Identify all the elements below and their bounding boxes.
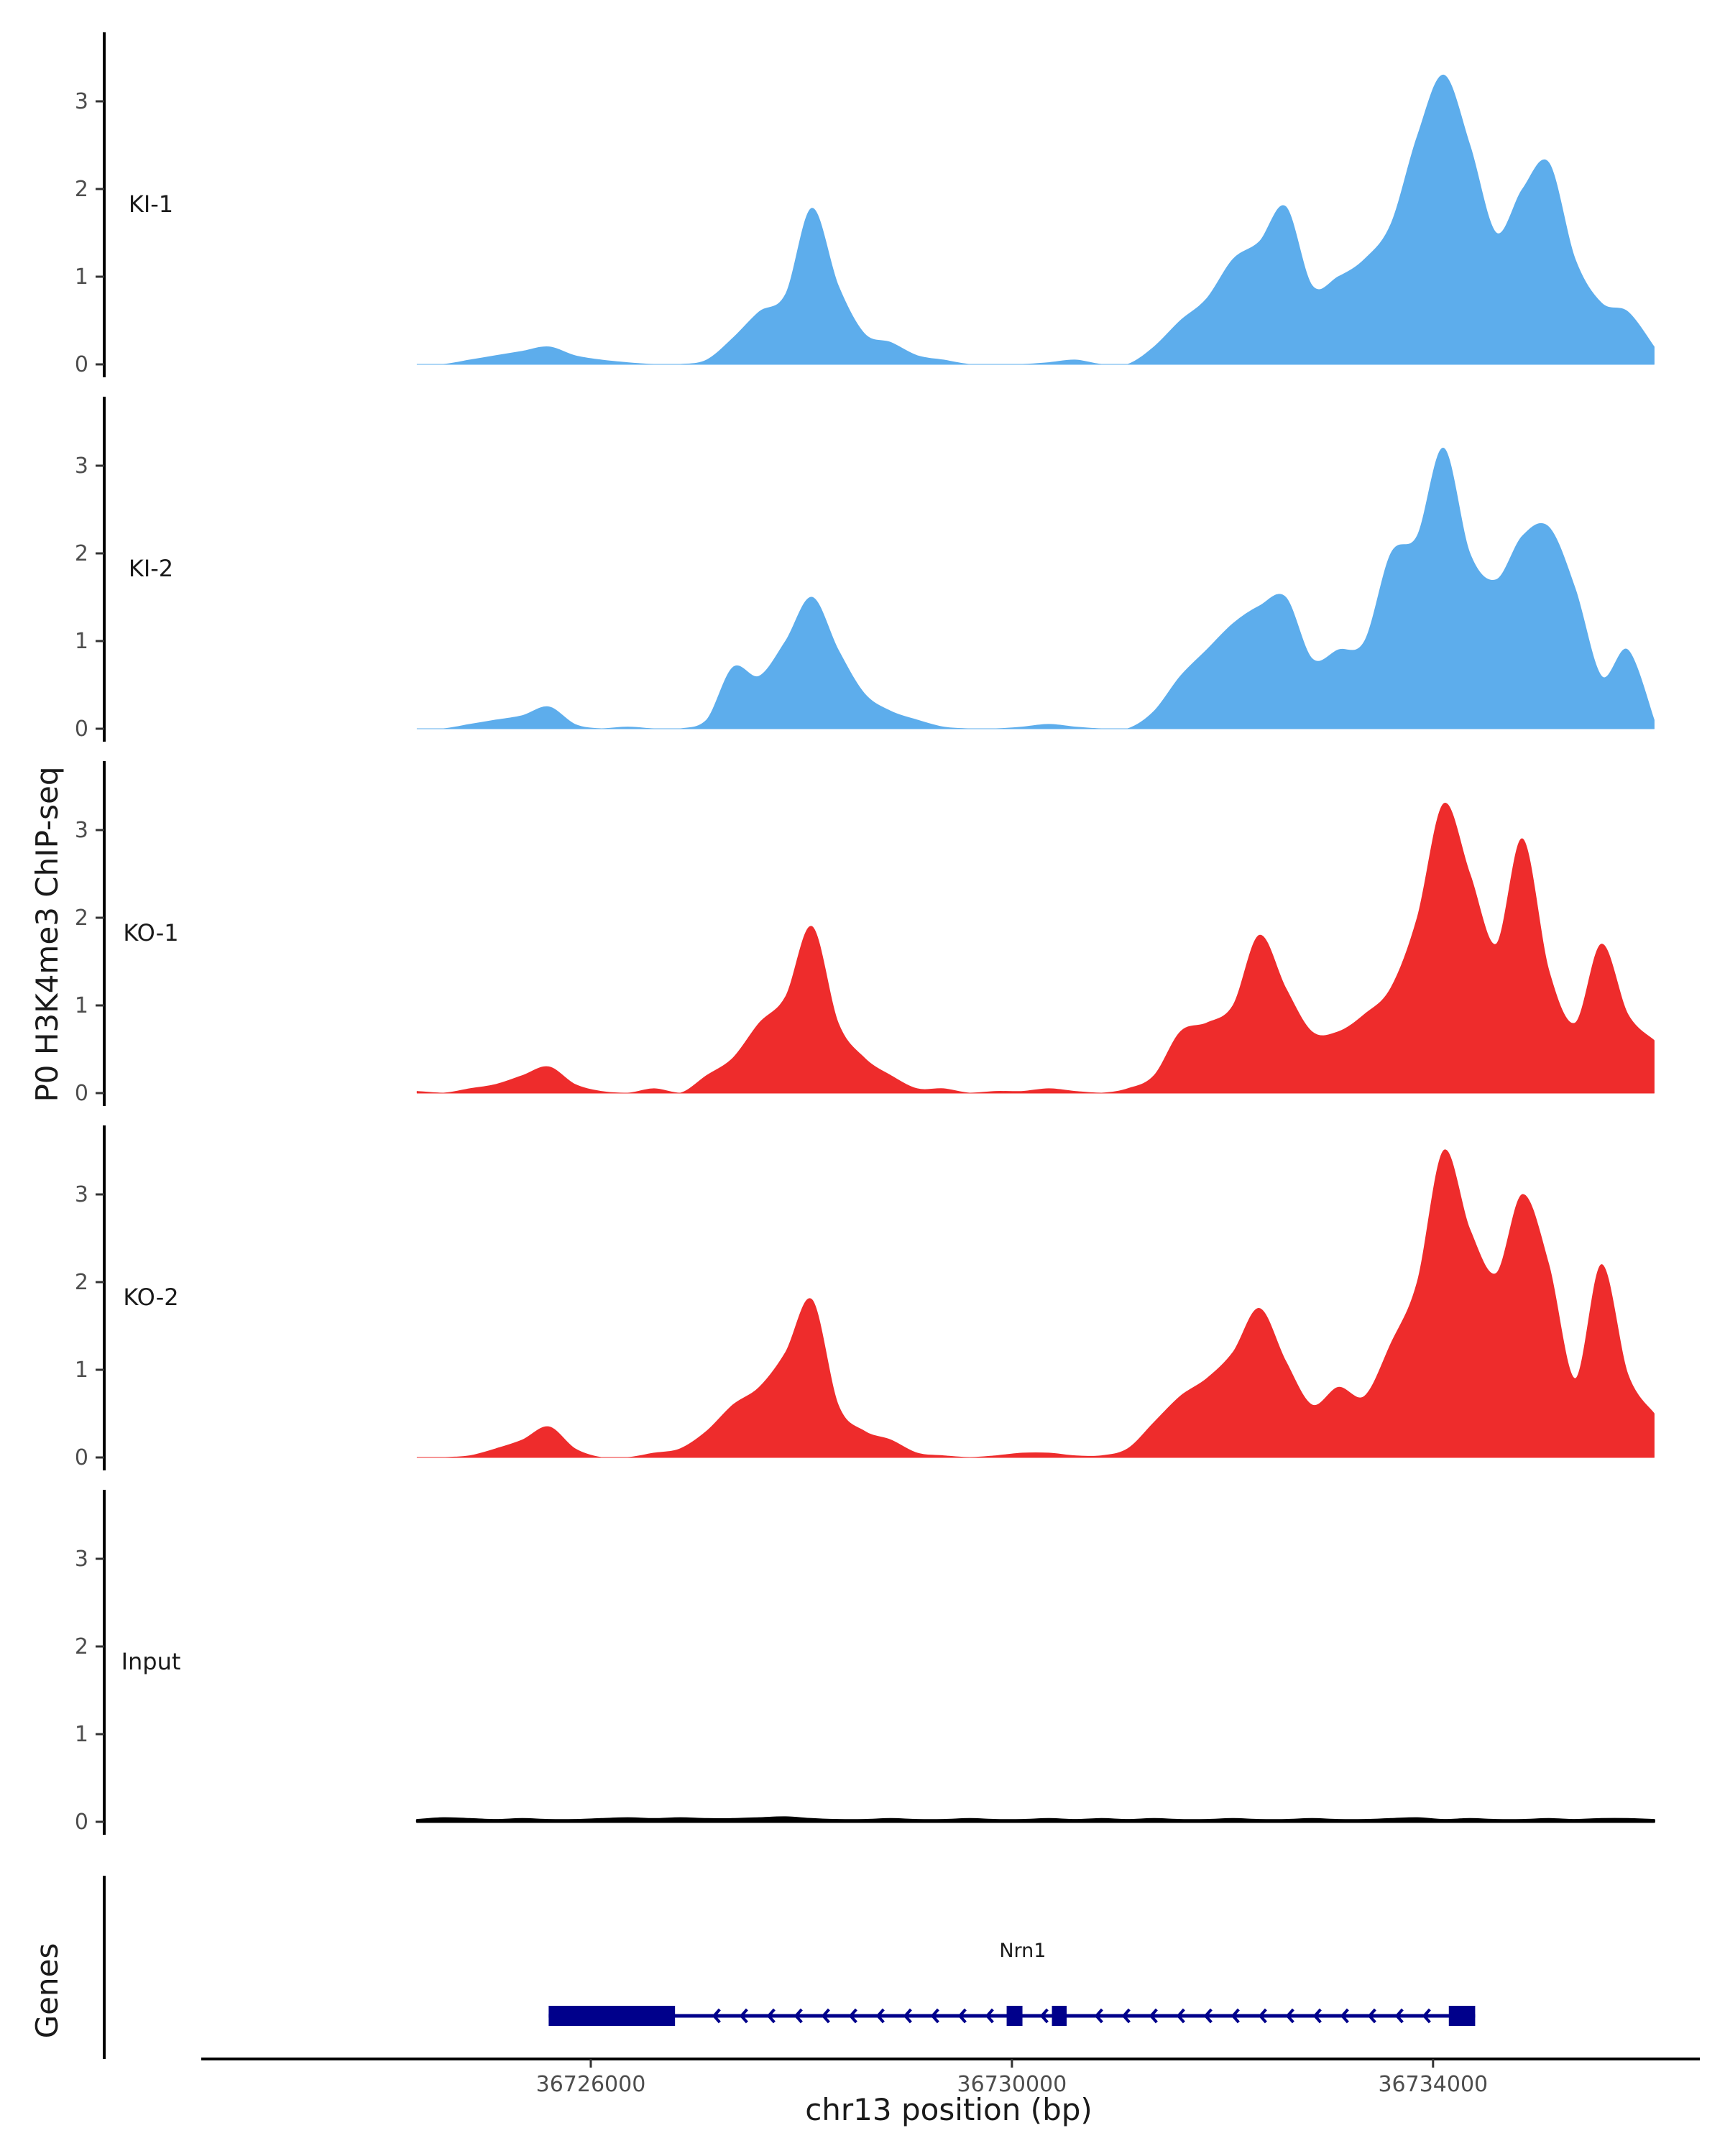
gene-exon [1006, 2006, 1023, 2026]
y-tick-label: 1 [75, 993, 88, 1018]
y-tick-label: 2 [75, 177, 88, 202]
signal-area-ki-1 [416, 74, 1655, 365]
strand-arrow-icon [1285, 2008, 1294, 2024]
y-tick-label: 2 [75, 541, 88, 566]
gene-exon [1052, 2006, 1067, 2026]
x-tick-label: 36726000 [536, 2072, 646, 2097]
strand-arrow-icon [1312, 2008, 1322, 2024]
track-input: 0 1 2 3 Input [75, 1490, 1655, 1835]
strand-arrow-icon [1367, 2008, 1376, 2024]
signal-area-ko-2 [416, 1149, 1655, 1458]
strand-arrow-icon [1394, 2008, 1404, 2024]
track-label-ki-1: KI-1 [129, 190, 173, 218]
y-tick-label: 2 [75, 1270, 88, 1295]
track-label-input: Input [121, 1648, 181, 1675]
y-tick-label: 0 [75, 1081, 88, 1106]
strand-arrow-icon [985, 2008, 994, 2024]
track-ki-1: 0 1 2 3 KI-1 [75, 32, 1655, 377]
signal-area-ki-2 [416, 448, 1655, 729]
y-tick-label: 0 [75, 352, 88, 377]
track-label-ko-1: KO-1 [123, 919, 178, 946]
y-tick-label: 2 [75, 1634, 88, 1659]
gene-name-label: Nrn1 [999, 1940, 1046, 1962]
y-tick-label: 1 [75, 629, 88, 654]
strand-arrow-icon [848, 2008, 857, 2024]
strand-arrow-icon [794, 2008, 803, 2024]
signal-area-ko-1 [416, 803, 1655, 1094]
track-ki-2: 0 1 2 3 KI-2 [75, 397, 1655, 742]
strand-arrow-icon [957, 2008, 967, 2024]
strand-arrow-icon [821, 2008, 830, 2024]
strand-arrow-icon [1258, 2008, 1267, 2024]
strand-arrow-icon [1230, 2008, 1240, 2024]
track-ko-2: 0 1 2 3 KO-2 [75, 1125, 1655, 1470]
gene-exon [1448, 2006, 1476, 2026]
strand-arrow-icon [712, 2008, 721, 2024]
signal-area-input [415, 1816, 1655, 1823]
y-tick-label: 0 [75, 1445, 88, 1470]
strand-arrow-icon [930, 2008, 939, 2024]
x-tick-label: 36730000 [957, 2072, 1067, 2097]
y-tick-label: 2 [75, 906, 88, 931]
y-tick-label: 3 [75, 1547, 88, 1572]
y-axis-title: P0 H3K4me3 ChIP-seq [29, 766, 65, 1102]
track-label-ko-2: KO-2 [123, 1284, 178, 1311]
strand-arrow-icon [1039, 2008, 1049, 2024]
y-tick-label: 0 [75, 717, 88, 742]
genes-axis-title: Genes [29, 1943, 65, 2039]
y-tick-label: 1 [75, 1358, 88, 1383]
track-ko-1: 0 1 2 3 KO-1 [75, 761, 1655, 1106]
strand-arrow-icon [1422, 2008, 1431, 2024]
strand-arrow-icon [1340, 2008, 1349, 2024]
strand-arrow-icon [875, 2008, 885, 2024]
gene-panel: Nrn1 [103, 1876, 1476, 2059]
y-tick-label: 3 [75, 453, 88, 479]
strand-arrow-icon [766, 2008, 776, 2024]
x-axis: 36726000 36730000 36734000 [201, 2058, 1700, 2097]
strand-arrow-icon [739, 2008, 748, 2024]
strand-arrow-icon [1149, 2008, 1158, 2024]
y-tick-label: 1 [75, 1722, 88, 1747]
signal-tracks: 0 1 2 3 KI-1 0 1 2 3 KI-2 0 1 2 3 KO-1 0 1 2 3 KO-2 0 1 2 3 Inpu… [75, 32, 1655, 1835]
strand-arrow-icon [1094, 2008, 1103, 2024]
strand-arrow-icon [1203, 2008, 1213, 2024]
y-tick-label: 1 [75, 264, 88, 290]
x-tick-label: 36734000 [1378, 2072, 1488, 2097]
strand-arrow-icon [903, 2008, 912, 2024]
gene-exon [548, 2006, 676, 2026]
y-tick-label: 3 [75, 1182, 88, 1207]
y-tick-label: 3 [75, 818, 88, 843]
track-label-ki-2: KI-2 [129, 555, 173, 582]
x-axis-title: chr13 position (bp) [805, 2092, 1092, 2127]
y-tick-label: 0 [75, 1810, 88, 1835]
strand-arrow-icon [1121, 2008, 1131, 2024]
strand-arrow-icon [1176, 2008, 1185, 2024]
y-tick-label: 3 [75, 89, 88, 114]
